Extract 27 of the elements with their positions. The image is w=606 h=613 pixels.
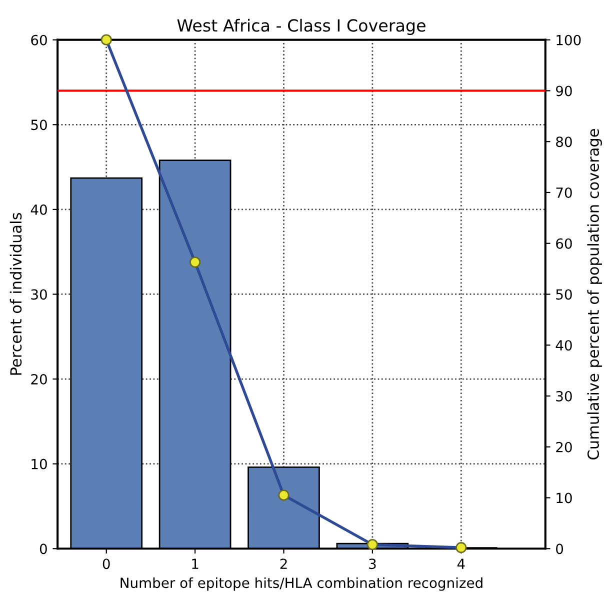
y2-tick-label: 50 xyxy=(556,289,572,300)
chart-title: West Africa - Class I Coverage xyxy=(177,18,426,35)
x-tick-label: 1 xyxy=(192,558,198,569)
x-tick-label: 0 xyxy=(102,558,110,570)
y2-tick-label: 30 xyxy=(556,390,572,402)
y2-tick-label: 10 xyxy=(556,492,572,504)
x-tick-label: 4 xyxy=(457,558,465,569)
y-tick-label: 10 xyxy=(32,458,47,470)
y2-tick-label: 0 xyxy=(556,544,564,554)
y-tick-label: 0 xyxy=(40,544,47,554)
y-tick-label: 50 xyxy=(31,120,47,130)
y2-tick-label: 80 xyxy=(556,136,572,148)
y-tick-label: 40 xyxy=(30,204,47,215)
y2-tick-label: 40 xyxy=(556,340,572,351)
y-tick-label: 20 xyxy=(31,374,47,385)
y2-tick-label: 90 xyxy=(556,86,572,96)
y-tick-label: 60 xyxy=(31,34,47,46)
y2-tick-label: 70 xyxy=(556,187,572,198)
x-tick-label: 3 xyxy=(369,558,376,570)
x-axis-title: Number of epitope hits/HLA combination recognized xyxy=(120,577,482,591)
y2-axis-title: Cumulative percent of population coverage xyxy=(587,129,602,460)
y-axis-title: Percent of individuals xyxy=(10,212,22,375)
y-tick-label: 30 xyxy=(31,289,47,300)
y2-tick-label: 100 xyxy=(556,34,581,46)
y2-tick-label: 60 xyxy=(556,238,572,249)
y2-tick-label: 20 xyxy=(556,442,572,452)
x-tick-label: 2 xyxy=(280,558,287,569)
